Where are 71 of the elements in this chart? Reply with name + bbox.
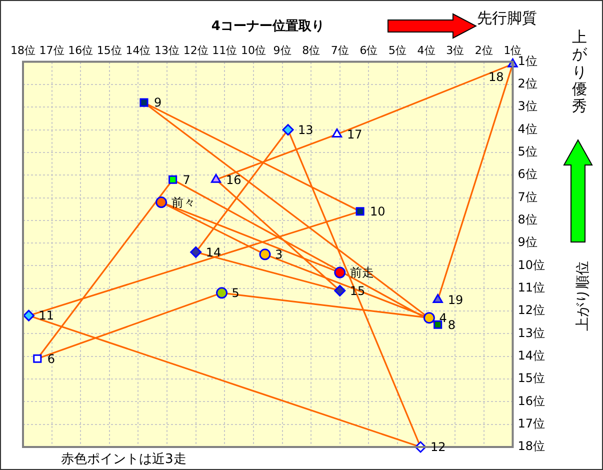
y-tick-label: 14位 xyxy=(518,348,546,362)
annotation: 19 xyxy=(448,292,464,307)
x-tick-label: 17位 xyxy=(39,44,64,58)
y-tick-label: 13位 xyxy=(518,326,546,340)
y-tick-label: 3位 xyxy=(518,99,538,114)
y-tick-label: 9位 xyxy=(518,235,538,250)
point xyxy=(434,320,442,329)
annotation: 18 xyxy=(488,70,504,84)
annotation: 前々 xyxy=(171,195,196,210)
annotation: 3 xyxy=(274,248,283,262)
point xyxy=(210,174,222,183)
annotation: 10 xyxy=(370,204,386,218)
y-tick-label: 11位 xyxy=(518,280,546,295)
annotation: 17 xyxy=(347,127,362,142)
point xyxy=(216,287,228,299)
x-tick-label: 9位 xyxy=(273,44,292,58)
annotation: 8 xyxy=(448,318,456,332)
point xyxy=(332,128,342,138)
y-tick-label: 15位 xyxy=(518,371,546,386)
x-tick-label: 10位 xyxy=(240,44,266,58)
x-tick-label: 11位 xyxy=(212,44,238,58)
point xyxy=(168,175,178,184)
y-tick-label: 10位 xyxy=(518,258,546,272)
point xyxy=(334,266,346,278)
y-tick-label: 4位 xyxy=(518,122,538,136)
y-tick-label: 5位 xyxy=(518,144,538,159)
x-axis-title: 4コーナー位置取り xyxy=(211,19,324,34)
y-tick-label: 8位 xyxy=(518,212,538,227)
annotation: 9 xyxy=(154,96,162,110)
x-tick-label: 14位 xyxy=(126,44,151,58)
point xyxy=(140,98,148,107)
y-tick-label: 12位 xyxy=(518,303,546,318)
x-tick-label: 3位 xyxy=(446,44,464,58)
annotation: 14 xyxy=(206,245,222,260)
y-tick-label: 6位 xyxy=(518,167,538,182)
point xyxy=(282,124,294,136)
x-tick-label: 15位 xyxy=(96,44,122,58)
point xyxy=(156,196,168,208)
x-tick-label: 2位 xyxy=(474,44,493,58)
x-tick-label: 7位 xyxy=(330,44,349,58)
x-tick-label: 8位 xyxy=(302,44,320,58)
x-tick-label: 16位 xyxy=(68,44,94,58)
y-tick-label: 2位 xyxy=(518,76,538,91)
x-tick-label: 4位 xyxy=(417,44,436,58)
y-tick-label: 7位 xyxy=(518,190,538,204)
annotation: 6 xyxy=(47,352,56,366)
point xyxy=(334,284,346,296)
point xyxy=(356,207,364,216)
text: 上がり優秀 xyxy=(572,28,587,116)
point xyxy=(423,312,435,324)
annotation: 7 xyxy=(182,172,190,187)
y-axis-title: 上がり順位 xyxy=(574,261,592,331)
point xyxy=(259,248,271,260)
y-tick-label: 18位 xyxy=(518,439,546,454)
annotation: 11 xyxy=(38,308,54,323)
x-tick-label: 13位 xyxy=(154,44,180,58)
x-tick-label: 5位 xyxy=(388,44,406,58)
point xyxy=(190,246,202,258)
text: 先行脚質 xyxy=(477,9,537,27)
y-tick-label: 16位 xyxy=(518,394,546,408)
annotation: 12 xyxy=(430,440,446,454)
annotation: 4 xyxy=(439,310,447,325)
point xyxy=(23,310,35,322)
x-tick-label: 18位 xyxy=(10,44,36,58)
y-tick-label: 17位 xyxy=(518,416,546,430)
point xyxy=(432,294,443,303)
annotation: 16 xyxy=(226,172,242,187)
x-tick-label: 6位 xyxy=(360,44,378,58)
text: 赤色ポイントは近3走 xyxy=(61,452,186,468)
annotation: 13 xyxy=(298,122,314,137)
x-tick-label: 12位 xyxy=(183,44,208,58)
